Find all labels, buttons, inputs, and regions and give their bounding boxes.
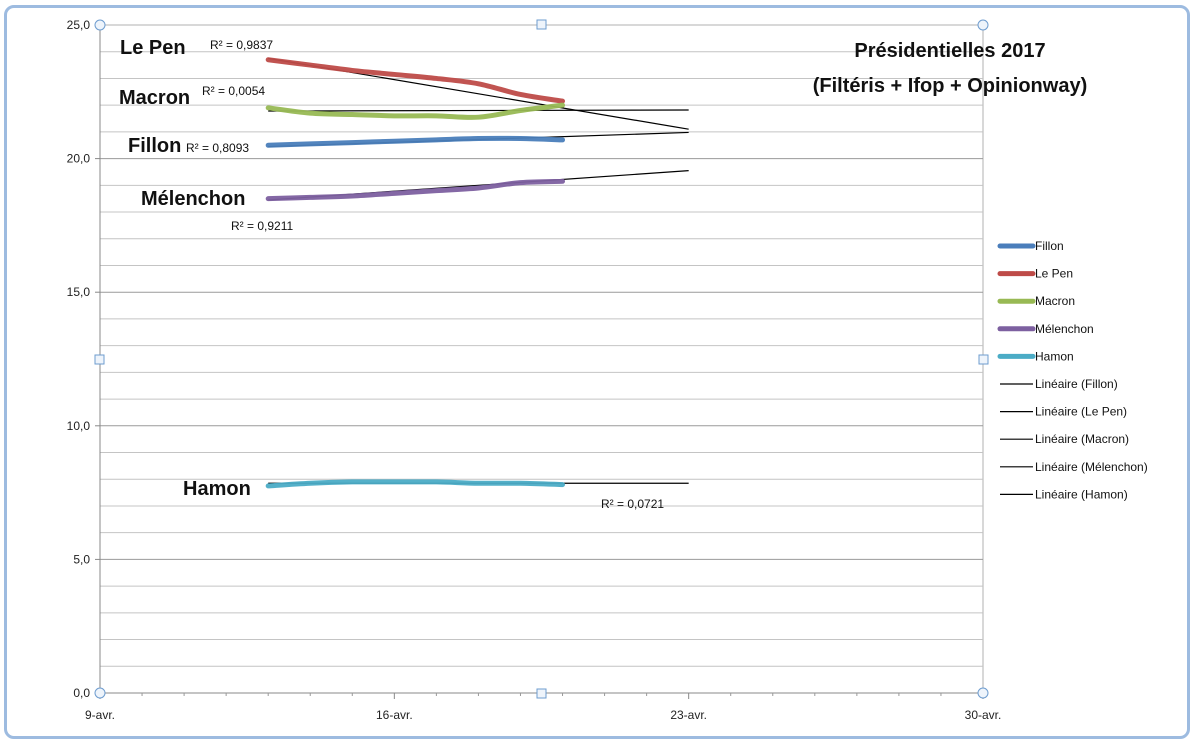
resize-handle-top[interactable] <box>536 19 547 30</box>
legend-label: Linéaire (Macron) <box>1035 432 1129 446</box>
resize-handle-bottom[interactable] <box>536 688 547 699</box>
r2-fillon: R² = 0,8093 <box>186 141 249 155</box>
x-tick-label: 16-avr. <box>376 708 413 722</box>
series-lines <box>265 57 566 489</box>
label-melenchon: Mélenchon <box>141 188 245 210</box>
resize-handle-top-right[interactable] <box>977 19 989 31</box>
y-tick-label: 0,0 <box>73 686 90 700</box>
series-line-mlenchon <box>265 178 566 202</box>
series-line-hamon <box>265 479 566 489</box>
y-tick-label: 10,0 <box>67 419 91 433</box>
legend-label: Macron <box>1035 294 1075 308</box>
label-le-pen: Le Pen <box>120 37 186 59</box>
x-tick-label: 30-avr. <box>965 708 1002 722</box>
selection-handles[interactable] <box>94 19 989 699</box>
trendlines <box>268 57 689 484</box>
resize-handle-right[interactable] <box>978 354 989 365</box>
resize-handle-top-left[interactable] <box>94 19 106 31</box>
resize-handle-bottom-left[interactable] <box>94 687 106 699</box>
r2-melenchon: R² = 0,9211 <box>231 219 293 233</box>
series-line-lepen <box>265 57 566 104</box>
legend-label: Linéaire (Fillon) <box>1035 377 1118 391</box>
legend-label: Linéaire (Le Pen) <box>1035 405 1127 419</box>
legend: Fillon Le Pen Macron Mélenchon Hamon Linéaire… <box>997 239 1148 501</box>
legend-label: Linéaire (Mélenchon) <box>1035 460 1148 474</box>
chart-title-line-2: (Filtéris + Ifop + Opinionway) <box>813 75 1087 97</box>
y-tick-label: 25,0 <box>67 18 91 32</box>
r2-le-pen: R² = 0,9837 <box>210 38 273 52</box>
label-fillon: Fillon <box>128 135 181 157</box>
gridlines <box>100 51 983 667</box>
y-tick-label: 20,0 <box>67 152 91 166</box>
series-line-macron <box>265 102 566 120</box>
r2-hamon: R² = 0,0721 <box>601 497 664 511</box>
r2-macron: R² = 0,0054 <box>202 84 265 98</box>
trendline-macron <box>268 109 689 112</box>
x-tick-label: 9-avr. <box>85 708 115 722</box>
y-tick-label: 5,0 <box>73 552 90 566</box>
x-tick-label: 23-avr. <box>670 708 707 722</box>
legend-label: Linéaire (Hamon) <box>1035 487 1128 501</box>
chart-title-line-1: Présidentielles 2017 <box>854 40 1045 62</box>
axes <box>95 24 984 699</box>
resize-handle-bottom-right[interactable] <box>977 687 989 699</box>
label-macron: Macron <box>119 87 190 109</box>
legend-label: Fillon <box>1035 239 1064 253</box>
resize-handle-left[interactable] <box>94 354 105 365</box>
legend-label: Le Pen <box>1035 267 1073 281</box>
legend-label: Hamon <box>1035 349 1074 363</box>
x-tick-labels: 9-avr. 16-avr. 23-avr. 30-avr. <box>85 708 1001 722</box>
label-hamon: Hamon <box>183 478 251 500</box>
y-tick-labels: 0,0 5,0 10,0 15,0 20,0 25,0 <box>67 18 91 700</box>
series-line-fillon <box>265 135 566 148</box>
legend-label: Mélenchon <box>1035 322 1094 336</box>
plot-area <box>99 24 984 694</box>
y-tick-label: 15,0 <box>67 285 91 299</box>
